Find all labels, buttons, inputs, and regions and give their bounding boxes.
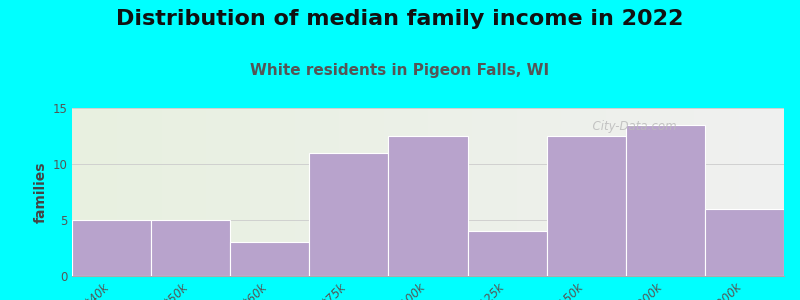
Bar bbox=[230, 242, 310, 276]
Bar bbox=[389, 136, 467, 276]
Bar bbox=[705, 209, 784, 276]
Text: White residents in Pigeon Falls, WI: White residents in Pigeon Falls, WI bbox=[250, 63, 550, 78]
Bar bbox=[310, 153, 389, 276]
Text: City-Data.com: City-Data.com bbox=[585, 120, 676, 133]
Bar bbox=[151, 220, 230, 276]
Bar bbox=[626, 125, 705, 276]
Bar bbox=[546, 136, 626, 276]
Bar bbox=[72, 220, 151, 276]
Y-axis label: families: families bbox=[34, 161, 48, 223]
Bar bbox=[467, 231, 546, 276]
Text: Distribution of median family income in 2022: Distribution of median family income in … bbox=[116, 9, 684, 29]
